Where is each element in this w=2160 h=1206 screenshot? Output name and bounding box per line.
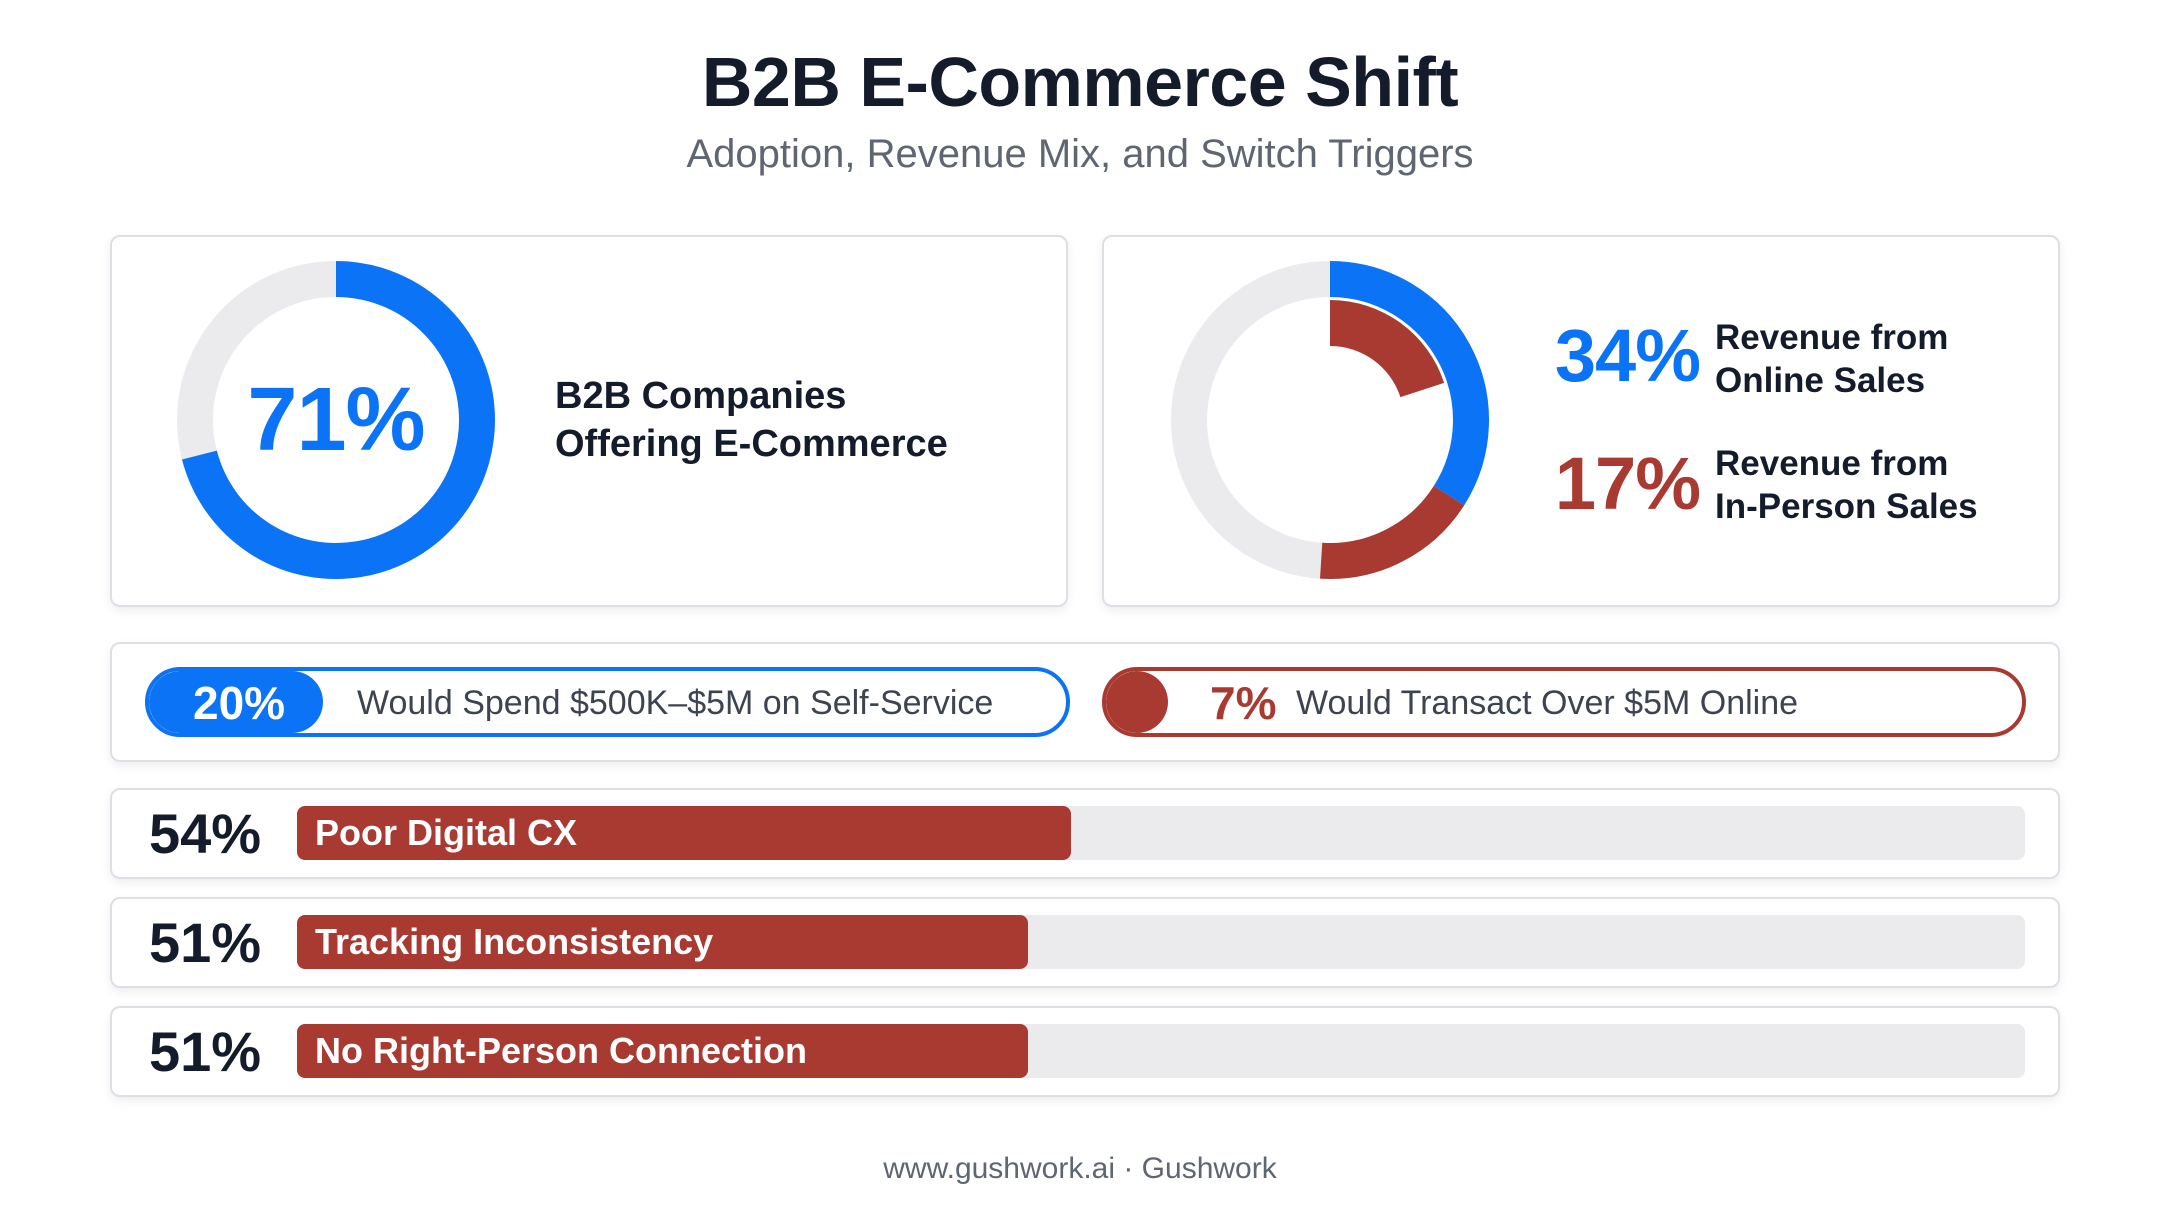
revenue-mix-donut [1171, 261, 1489, 579]
bar-label: Tracking Inconsistency [315, 921, 714, 962]
bar-value: 54% [148, 802, 262, 865]
bar-value: 51% [148, 1020, 262, 1083]
online-transact-label: Would Transact Over $5M Online [1296, 684, 1799, 722]
bar-fill [297, 806, 1071, 860]
online-sales-label: Revenue from Online Sales [1715, 316, 1948, 402]
adoption-donut [177, 261, 495, 579]
adoption-value: 71% [247, 370, 425, 470]
online-sales-value: 34% [1554, 314, 1701, 397]
adoption-label-line-2: Offering E-Commerce [555, 423, 948, 465]
online-sales-label-line-1: Revenue from [1715, 318, 1949, 357]
bar-label: Poor Digital CX [315, 812, 578, 853]
page-subtitle: Adoption, Revenue Mix, and Switch Trigge… [686, 132, 1474, 176]
in-person-sales-label-line-1: Revenue from [1715, 444, 1949, 483]
bar-fill [297, 915, 1028, 969]
self-service-spend-fill [149, 671, 323, 733]
bar-value: 51% [148, 911, 262, 974]
in-person-sales-value: 17% [1554, 442, 1701, 525]
bar-track: Poor Digital CX [297, 806, 2025, 860]
footer-credit: www.gushwork.ai · Gushwork [883, 1152, 1277, 1185]
bar-track: No Right-Person Connection [297, 1024, 2025, 1078]
in-person-sales-arc [1320, 485, 1465, 579]
adoption-label: B2B Companies Offering E-Commerce [555, 372, 948, 468]
in-person-sales-label-line-2: In-Person Sales [1715, 487, 1978, 526]
bar-fill [297, 1024, 1028, 1078]
adoption-donut-arc [182, 261, 495, 579]
online-transact-pill: 7% Would Transact Over $5M Online [1102, 667, 2026, 737]
bar-track: Tracking Inconsistency [297, 915, 2025, 969]
online-transact-value: 7% [1210, 677, 1277, 729]
adoption-label-line-1: B2B Companies [555, 375, 847, 417]
online-sales-label-line-2: Online Sales [1715, 361, 1926, 400]
in-person-sales-label: Revenue from In-Person Sales [1715, 442, 1978, 528]
online-sales-arc [1329, 261, 1489, 506]
in-person-sales-inner-arc [1330, 300, 1445, 398]
online-transact-fill [1106, 671, 1168, 733]
page-title: B2B E-Commerce Shift [701, 43, 1459, 121]
bar-label: No Right-Person Connection [315, 1030, 807, 1071]
self-service-spend-pill: 20% Would Spend $500K–$5M on Self-Servic… [145, 667, 1070, 737]
self-service-spend-value: 20% [193, 677, 286, 729]
spend-card [110, 642, 2060, 762]
self-service-spend-label: Would Spend $500K–$5M on Self-Service [357, 684, 994, 722]
